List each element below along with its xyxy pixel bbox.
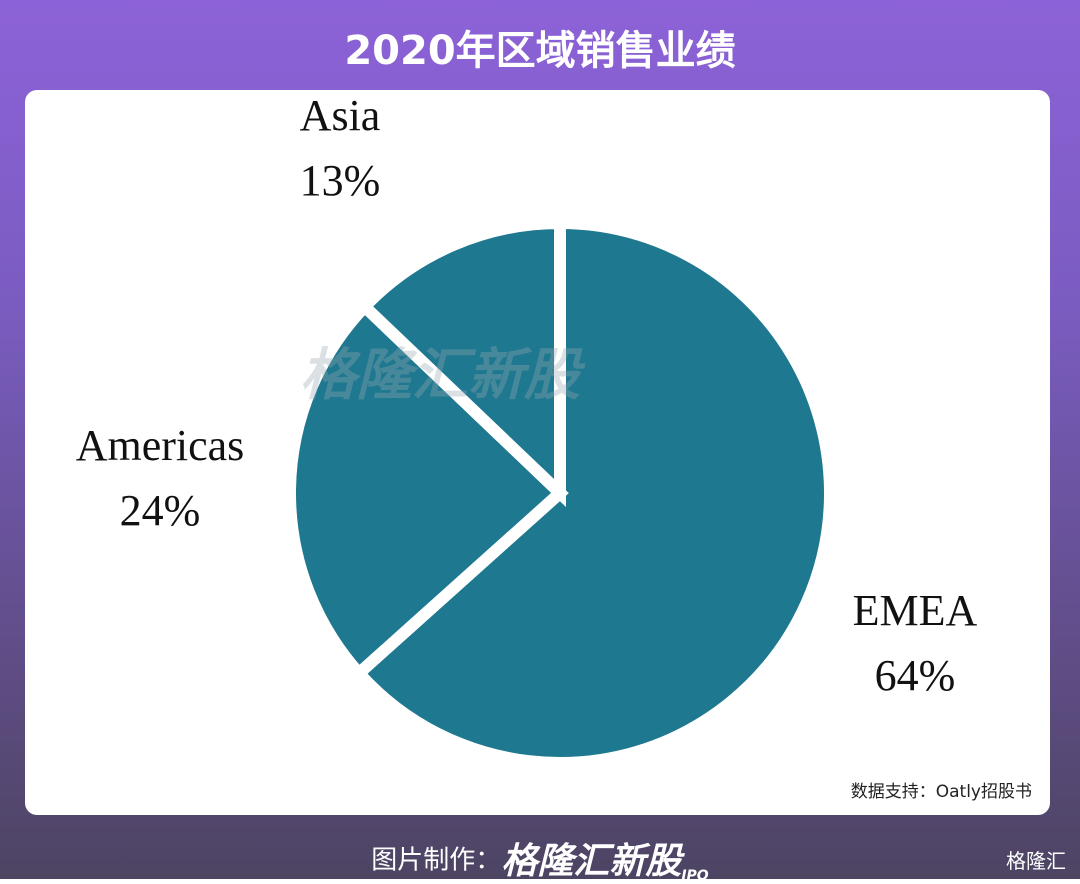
slice-category-label: Americas: [76, 421, 245, 470]
pie-slice: [356, 216, 566, 508]
slice-value-label: 24%: [120, 486, 201, 535]
chart-title: 2020年区域销售业绩: [344, 28, 736, 74]
slice-value-label: 64%: [875, 651, 956, 700]
footer-label: 图片制作：: [371, 845, 502, 876]
slice-category-label: Asia: [300, 91, 381, 140]
slice-category-label: EMEA: [853, 586, 978, 635]
slice-value-label: 13%: [300, 156, 381, 205]
source-note: 数据支持：Oatly招股书: [850, 782, 1032, 802]
footer: 图片制作：格隆汇新股IPO: [0, 832, 1080, 884]
footer-brand: 格隆汇新股: [501, 841, 682, 882]
pie-slice: [284, 298, 569, 682]
watermark: 格隆汇新股: [300, 343, 580, 408]
footer-brand-sub: IPO: [681, 868, 709, 884]
corner-logo: 格隆汇: [1006, 849, 1066, 873]
pie-slice: [350, 216, 836, 769]
